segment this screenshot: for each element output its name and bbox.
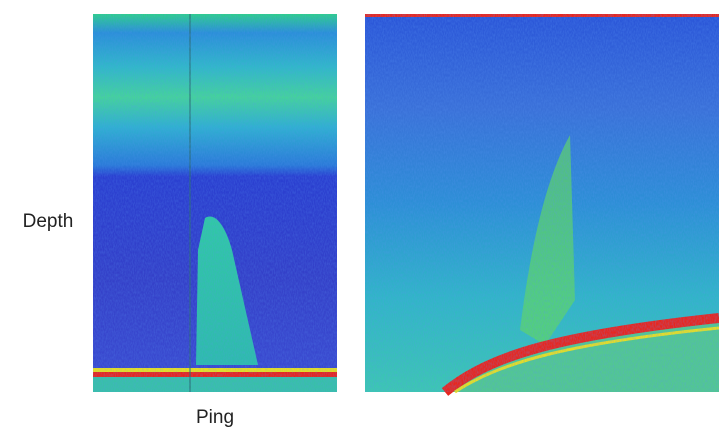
x-axis-label: Ping <box>196 407 234 428</box>
right-echogram <box>365 14 719 392</box>
figure: Depth Ping <box>0 0 719 432</box>
y-axis-label: Depth <box>23 211 74 232</box>
left-echogram <box>93 14 337 392</box>
